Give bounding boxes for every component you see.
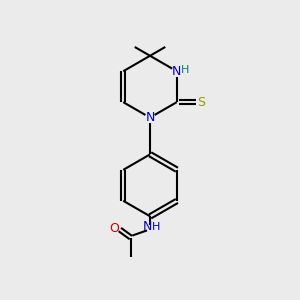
Text: N: N: [143, 220, 152, 233]
Text: O: O: [109, 221, 119, 235]
Text: N: N: [172, 65, 182, 78]
Text: N: N: [145, 111, 155, 124]
Text: H: H: [152, 222, 161, 233]
Text: S: S: [197, 96, 206, 109]
Text: H: H: [181, 65, 189, 75]
